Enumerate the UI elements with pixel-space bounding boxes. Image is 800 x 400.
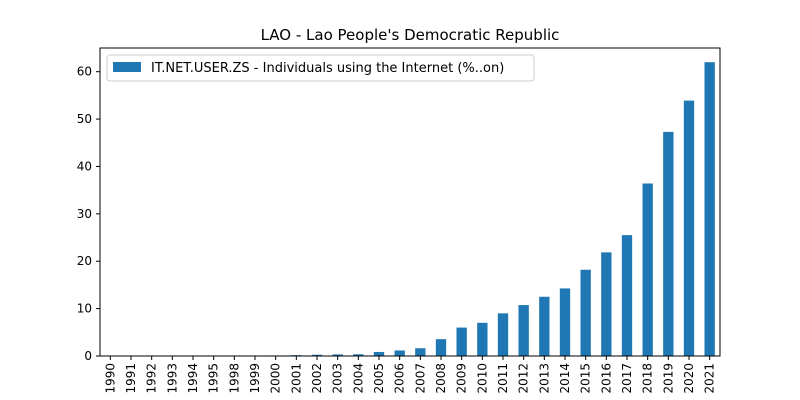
legend-label: IT.NET.USER.ZS - Individuals using the I… xyxy=(151,61,504,76)
y-tick-label-40: 40 xyxy=(77,159,92,173)
x-tick-label-1994: 1994 xyxy=(186,363,200,394)
x-tick-label-2009: 2009 xyxy=(455,363,469,394)
x-tick-label-2016: 2016 xyxy=(599,363,613,394)
bar-2002 xyxy=(311,354,323,356)
bar-2003 xyxy=(332,354,343,356)
x-tick-label-2012: 2012 xyxy=(517,363,531,394)
x-tick-label-2004: 2004 xyxy=(351,363,365,394)
y-tick-label-20: 20 xyxy=(77,254,92,268)
bar-2013 xyxy=(539,296,550,356)
x-tick-label-2010: 2010 xyxy=(475,363,489,394)
x-axis-ticks: 1990 1991 1992 1993 1994 1995 1998 1999 2000 2001… xyxy=(103,356,717,394)
bar-2017 xyxy=(621,235,633,356)
x-tick-label-2013: 2013 xyxy=(537,363,551,394)
bar-2004 xyxy=(353,354,364,356)
x-tick-label-2018: 2018 xyxy=(641,363,655,394)
bar-2011 xyxy=(497,313,509,356)
x-tick-label-2005: 2005 xyxy=(372,363,386,394)
legend-box xyxy=(106,54,535,82)
chart-title: LAO - Lao People's Democratic Republic xyxy=(261,26,560,44)
x-tick-label-1993: 1993 xyxy=(165,363,179,394)
x-tick-label-2011: 2011 xyxy=(496,363,510,394)
bar-2010 xyxy=(477,322,488,356)
x-tick-label-1991: 1991 xyxy=(124,363,138,394)
x-tick-label-2003: 2003 xyxy=(331,363,345,394)
x-tick-label-1998: 1998 xyxy=(227,363,241,394)
x-tick-label-1999: 1999 xyxy=(248,363,262,394)
x-tick-label-2017: 2017 xyxy=(620,363,634,394)
bar-2005 xyxy=(373,351,385,356)
x-tick-label-2007: 2007 xyxy=(413,363,427,394)
bar-2021 xyxy=(704,62,715,356)
x-tick-label-2002: 2002 xyxy=(310,363,324,394)
plot-frame xyxy=(99,47,721,357)
bars-group xyxy=(229,62,715,356)
legend-swatch xyxy=(113,62,141,72)
y-tick-label-50: 50 xyxy=(77,112,92,126)
x-tick-label-2006: 2006 xyxy=(393,363,407,394)
bar-2015 xyxy=(580,269,591,356)
x-tick-label-2020: 2020 xyxy=(682,363,696,394)
bar-2012 xyxy=(518,305,529,356)
bar-2014 xyxy=(559,288,571,356)
bar-2007 xyxy=(415,348,426,356)
x-tick-label-1995: 1995 xyxy=(207,363,221,394)
x-tick-label-2001: 2001 xyxy=(289,363,303,394)
x-tick-label-2000: 2000 xyxy=(269,363,283,394)
y-axis-ticks: 0 10 20 30 40 50 60 xyxy=(77,65,100,363)
x-tick-label-1992: 1992 xyxy=(145,363,159,394)
bar-2008 xyxy=(435,339,447,356)
x-tick-label-2015: 2015 xyxy=(579,363,593,394)
bar-2006 xyxy=(394,350,405,356)
x-tick-label-2008: 2008 xyxy=(434,363,448,394)
x-tick-label-2014: 2014 xyxy=(558,363,572,394)
y-tick-label-10: 10 xyxy=(77,302,92,316)
x-tick-label-2019: 2019 xyxy=(661,363,675,394)
bar-2018 xyxy=(642,183,653,356)
bar-2016 xyxy=(601,252,612,356)
legend: IT.NET.USER.ZS - Individuals using the I… xyxy=(106,54,535,82)
y-tick-label-0: 0 xyxy=(84,349,92,363)
y-tick-label-60: 60 xyxy=(77,65,92,79)
y-tick-label-30: 30 xyxy=(77,207,92,221)
bar-2009 xyxy=(456,327,467,356)
x-tick-label-1990: 1990 xyxy=(103,363,117,394)
bar-2019 xyxy=(663,131,674,356)
bar-2020 xyxy=(683,100,695,356)
x-tick-label-2021: 2021 xyxy=(703,363,717,394)
